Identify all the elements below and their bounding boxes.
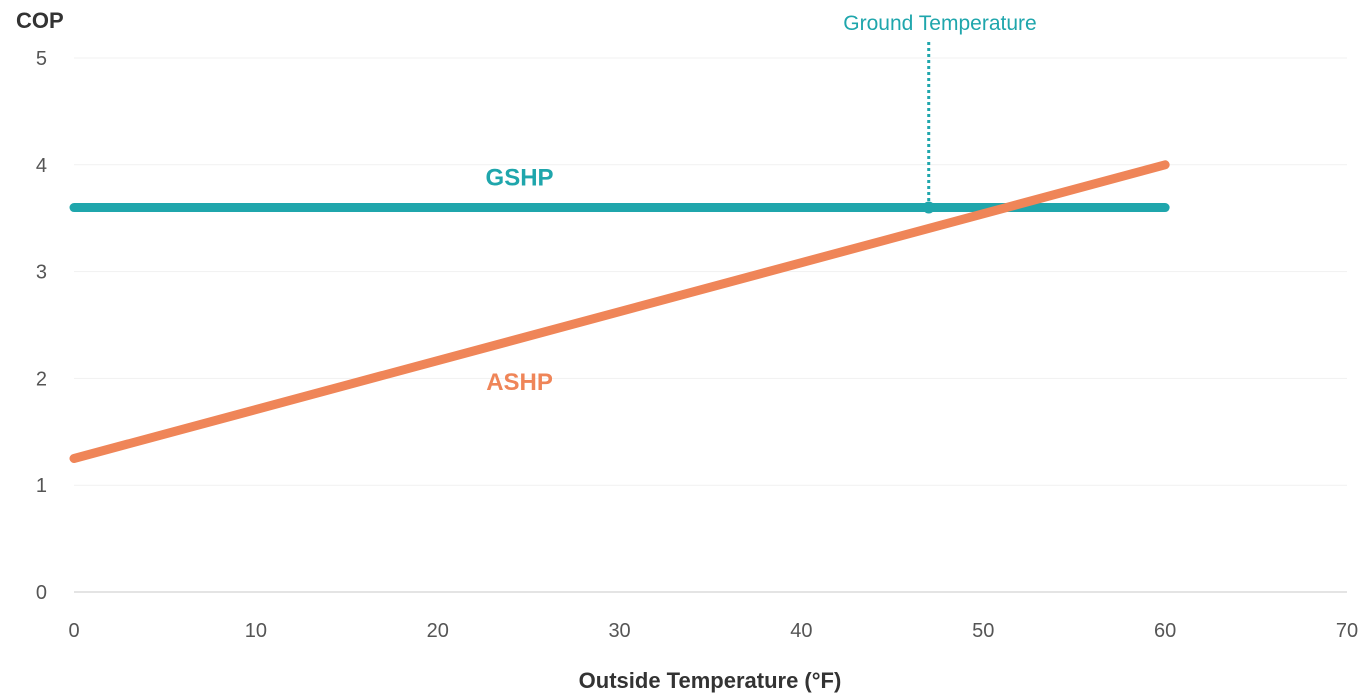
x-tick-label: 30 [608,620,630,642]
y-tick-label: 4 [36,155,47,177]
series-line-ashp [69,160,1170,463]
axes-layer: COP Outside Temperature (°F) [16,8,841,693]
x-tick-label: 50 [972,620,994,642]
annotation-layer [922,42,935,214]
y-axis-title: COP [16,8,64,33]
x-tick-label: 20 [427,620,449,642]
y-tick-label: 0 [36,582,47,604]
y-tick-label: 2 [36,368,47,390]
ground-temperature-point [922,201,935,214]
x-tick-label: 60 [1154,620,1176,642]
x-tick-label: 10 [245,620,267,642]
series-label-ashp: ASHP [486,369,553,396]
y-tick-label: 1 [36,475,47,497]
series-label-gshp: GSHP [486,165,554,192]
y-tick-label: 5 [36,48,47,70]
x-tick-label: 70 [1336,620,1358,642]
x-tick-label: 0 [68,620,79,642]
x-axis-title: Outside Temperature (°F) [579,668,842,693]
y-tick-label: 3 [36,262,47,284]
x-tick-label: 40 [790,620,812,642]
series-layer [69,160,1170,463]
grid-layer [74,57,1347,593]
ground-temperature-label: Ground Temperature [843,12,1036,35]
